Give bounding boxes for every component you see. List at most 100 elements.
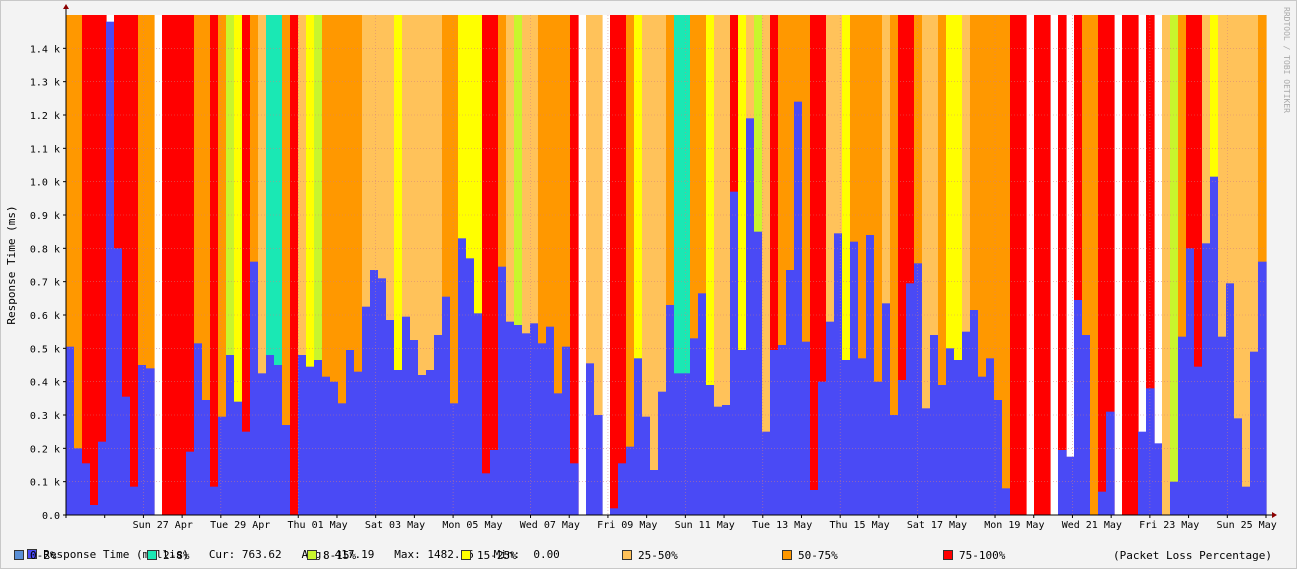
loss-column [826, 15, 835, 515]
response-time-bar [946, 348, 955, 515]
response-time-bar [1082, 335, 1091, 515]
response-time-bar [994, 400, 1003, 515]
response-time-bar [258, 373, 267, 515]
response-time-bar [778, 345, 787, 515]
loss-column [378, 15, 387, 515]
response-time-bar [1058, 450, 1067, 515]
response-time-bar [402, 316, 411, 515]
response-time-bar [978, 376, 987, 515]
loss-column [346, 15, 355, 515]
response-time-bar [626, 446, 635, 515]
loss-column [218, 15, 227, 515]
loss-column [562, 15, 571, 515]
response-time-bar [554, 393, 563, 515]
y-tick-label: 0.5 k [30, 344, 60, 355]
y-tick-label: 0.9 k [30, 211, 60, 222]
y-tick-label: 0.1 k [30, 478, 60, 489]
loss-column [434, 15, 443, 515]
response-time-bar [770, 350, 779, 515]
y-tick-label: 0.8 k [30, 244, 60, 255]
y-tick-label: 1.3 k [30, 78, 60, 89]
x-tick-label: Sun 27 Apr [133, 520, 193, 531]
response-time-bar [962, 331, 971, 515]
response-time-bar [490, 450, 499, 515]
x-tick-label: Tue 13 May [752, 520, 812, 531]
watermark: RRDTOOL / TOBI OETIKER [1282, 7, 1291, 113]
packet-loss-legend-item: 25-50% [622, 549, 678, 562]
loss-column [282, 15, 291, 515]
response-time-bar [642, 416, 651, 515]
y-tick-label: 0.4 k [30, 378, 60, 389]
loss-column [514, 15, 523, 515]
response-time-bar [954, 360, 963, 515]
loss-column [66, 15, 75, 515]
response-time-bar [1210, 176, 1219, 516]
loss-column [882, 15, 891, 515]
loss-column [642, 15, 651, 515]
loss-column [1178, 15, 1187, 515]
packet-loss-swatch [782, 550, 792, 560]
response-time-bar [746, 118, 755, 515]
x-tick-label: Fri 23 May [1139, 520, 1199, 531]
bars-layer [66, 15, 1267, 516]
packet-loss-legend-item: 75-100% [943, 549, 1005, 562]
loss-column [450, 15, 459, 515]
loss-column [970, 15, 979, 515]
loss-column [98, 15, 107, 515]
response-time-bar [370, 270, 379, 515]
response-time-bar [1066, 456, 1075, 515]
loss-column [682, 15, 691, 515]
response-time-bar [458, 238, 467, 515]
packet-loss-swatch [461, 550, 471, 560]
loss-column [338, 15, 347, 515]
response-time-bar [386, 320, 395, 515]
response-time-bar [314, 360, 323, 515]
response-time-bar [546, 326, 555, 515]
loss-column [666, 15, 675, 515]
response-time-bar [66, 346, 75, 515]
loss-column [194, 15, 203, 515]
packet-loss-label: 25-50% [638, 549, 678, 562]
response-time-bar [506, 321, 515, 515]
response-time-bar [634, 358, 643, 515]
packet-loss-label: 2-8% [163, 549, 190, 562]
response-time-bar [586, 363, 595, 515]
loss-column [426, 15, 435, 515]
response-time-bar [690, 338, 699, 515]
response-time-bar [514, 325, 523, 515]
response-time-bar [794, 101, 803, 516]
grid-layer [66, 15, 1266, 515]
response-time-bar [410, 340, 419, 515]
loss-column [698, 15, 707, 515]
response-time-bar [450, 403, 459, 515]
response-time-bar [1138, 431, 1147, 515]
loss-column [394, 15, 403, 515]
loss-column [442, 15, 451, 515]
packet-loss-swatch [14, 550, 24, 560]
loss-column [1042, 15, 1051, 515]
response-time-bar [1194, 366, 1203, 515]
loss-column [1162, 15, 1171, 515]
response-time-bar [426, 370, 435, 515]
response-time-bar [306, 366, 315, 515]
loss-column [762, 15, 771, 515]
loss-column [210, 15, 219, 515]
loss-column [674, 15, 683, 515]
loss-column [938, 15, 947, 515]
y-axis-label: Response Time (ms) [5, 205, 18, 324]
x-tick-label: Sun 11 May [675, 520, 735, 531]
response-time-bar [346, 350, 355, 515]
response-time-bar [802, 341, 811, 515]
response-time-bar [354, 371, 363, 515]
response-time-bar [1098, 491, 1107, 515]
loss-column [802, 15, 811, 515]
loss-column [634, 15, 643, 515]
x-tick-label: Tue 29 Apr [210, 520, 270, 531]
loss-column [1170, 15, 1179, 515]
loss-column [1010, 15, 1019, 515]
response-time-bar [442, 296, 451, 515]
response-time-bar [418, 375, 427, 515]
loss-column [874, 15, 883, 515]
loss-column [242, 15, 251, 515]
loss-column [946, 15, 955, 515]
